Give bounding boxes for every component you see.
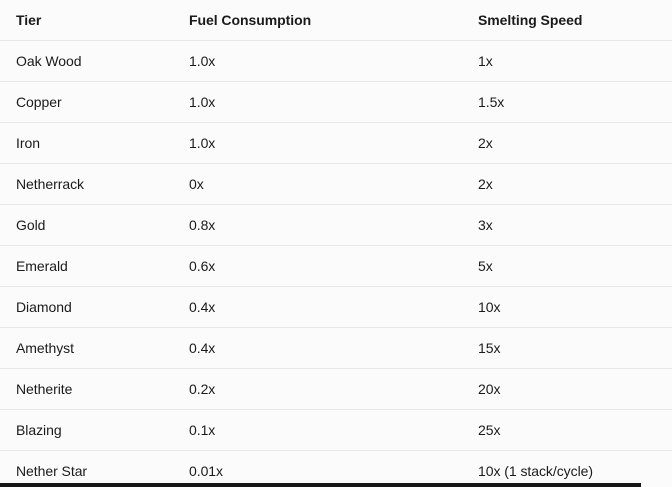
table-cell: 1.5x <box>462 81 672 123</box>
table-cell: 0.2x <box>173 368 462 410</box>
table-row: Emerald 0.6x 5x <box>0 245 672 287</box>
header-row: Tier Fuel Consumption Smelting Speed <box>0 0 672 41</box>
table-cell: 15x <box>462 327 672 369</box>
table-row: Netherrack 0x 2x <box>0 163 672 205</box>
table-cell: 20x <box>462 368 672 410</box>
table-cell: Oak Wood <box>0 40 173 82</box>
table-row: Blazing 0.1x 25x <box>0 409 672 451</box>
table-cell: Netherite <box>0 368 173 410</box>
table-row: Oak Wood 1.0x 1x <box>0 40 672 82</box>
table-cell: 0.1x <box>173 409 462 451</box>
tier-table-body: Oak Wood 1.0x 1x Copper 1.0x 1.5x Iron 1.0x 2x Ne… <box>0 40 672 487</box>
table-cell: 0.4x <box>173 327 462 369</box>
table-cell: 1.0x <box>173 81 462 123</box>
table-cell: Netherrack <box>0 163 173 205</box>
column-header-smelting-speed: Smelting Speed <box>462 0 672 41</box>
table-cell: 1x <box>462 40 672 82</box>
table-row: Amethyst 0.4x 15x <box>0 327 672 369</box>
table-cell: 10x (1 stack/cycle) <box>478 462 593 479</box>
table-cell: 1.0x <box>173 40 462 82</box>
table-cell: 0.8x <box>173 204 462 246</box>
table-cell: 2x <box>462 122 672 164</box>
table-cell: 3x <box>462 204 672 246</box>
table-row: Iron 1.0x 2x <box>0 122 672 164</box>
table-row: Netherite 0.2x 20x <box>0 368 672 410</box>
table-row: Nether Star 0.01x 10x (1 stack/cycle) <box>0 450 672 487</box>
table-cell: 5x <box>462 245 672 287</box>
table-cell: 0.4x <box>173 286 462 328</box>
table-cell: Emerald <box>0 245 173 287</box>
column-header-fuel-consumption: Fuel Consumption <box>173 0 462 41</box>
table-cell: Diamond <box>0 286 173 328</box>
tier-table-header: Tier Fuel Consumption Smelting Speed <box>0 0 672 41</box>
table-cell: Nether Star <box>16 462 88 479</box>
table-cell: 1.0x <box>173 122 462 164</box>
table-cell: 0x <box>173 163 462 205</box>
table-row: Gold 0.8x 3x <box>0 204 672 246</box>
table-cell: 2x <box>462 163 672 205</box>
table-cell: Iron <box>0 122 173 164</box>
table-cell: 25x <box>462 409 672 451</box>
table-cell: Copper <box>0 81 173 123</box>
column-header-tier: Tier <box>0 0 173 41</box>
table-row: Copper 1.0x 1.5x <box>0 81 672 123</box>
table-cell: 0.6x <box>173 245 462 287</box>
partial-bottom-element-edge <box>0 483 641 487</box>
table-row: Diamond 0.4x 10x <box>0 286 672 328</box>
table-cell: 10x <box>462 286 672 328</box>
table-cell: Gold <box>0 204 173 246</box>
table-cell: Amethyst <box>0 327 173 369</box>
table-cell: 0.01x <box>189 462 223 479</box>
table-cell: Blazing <box>0 409 173 451</box>
